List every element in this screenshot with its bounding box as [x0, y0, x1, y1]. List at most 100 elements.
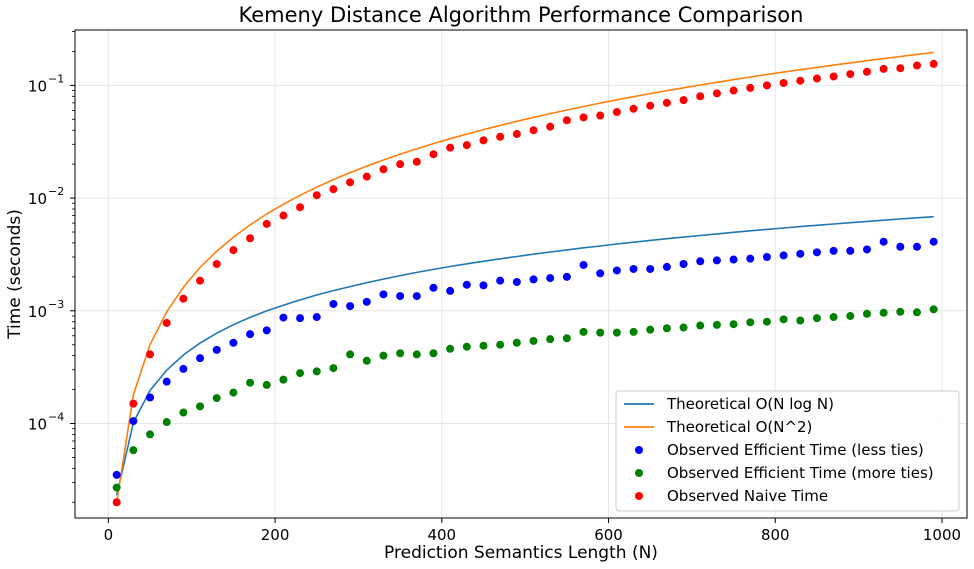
x-tick-label: 1000 [923, 526, 961, 544]
legend: Theoretical O(N log N) Theoretical O(N^2)… [615, 390, 960, 512]
series-3-point [829, 246, 838, 255]
series-3-point [862, 245, 871, 254]
series-5-point [296, 203, 305, 212]
series-5-point [546, 122, 555, 131]
series-4-point [646, 325, 655, 334]
series-4-point [896, 307, 905, 316]
series-3-point [629, 264, 638, 273]
series-3-point [679, 260, 688, 269]
series-5-point [862, 67, 871, 76]
series-4-point [662, 324, 671, 333]
series-5-point [146, 350, 155, 359]
legend-label: Theoretical O(N^2) [666, 418, 812, 436]
y-tick-label: 10 [28, 190, 47, 208]
series-4-point [379, 351, 388, 360]
series-3-point [846, 246, 855, 255]
y-tick-label-exponent: −3 [48, 298, 64, 311]
series-4-point [812, 314, 821, 323]
series-3-point [112, 470, 121, 479]
series-4-point [279, 375, 288, 384]
series-4-point [512, 338, 521, 347]
series-5-point [912, 61, 921, 70]
series-5-point [512, 130, 521, 139]
legend-marker-swatch [635, 469, 643, 477]
series-4-point [262, 380, 271, 389]
series-3-point [762, 253, 771, 262]
series-5-point [646, 101, 655, 110]
series-3-point [362, 297, 371, 306]
series-5-point [829, 72, 838, 81]
series-3-point [912, 242, 921, 251]
series-5-point [929, 59, 938, 68]
y-tick-label: 10 [28, 415, 47, 433]
series-4-point [346, 350, 355, 359]
series-4-point [412, 350, 421, 359]
legend-label: Observed Efficient Time (less ties) [667, 441, 924, 459]
series-3-point [812, 248, 821, 257]
series-3-point [162, 377, 171, 386]
series-4-point [329, 364, 338, 373]
series-3-point [512, 278, 521, 287]
series-3-point [746, 254, 755, 263]
series-3-point [146, 393, 155, 402]
series-3-point [712, 256, 721, 265]
series-5-point [596, 111, 605, 120]
series-3-point [496, 276, 505, 285]
legend-marker-swatch [635, 446, 643, 454]
series-4-point [862, 309, 871, 318]
series-3-point [896, 242, 905, 251]
series-5-point [662, 98, 671, 107]
series-5-point [812, 74, 821, 83]
series-5-point [112, 498, 121, 507]
series-4-point [796, 316, 805, 325]
legend-box [615, 390, 960, 512]
series-5-point [796, 76, 805, 85]
series-4-point [729, 320, 738, 329]
x-tick-label: 800 [761, 526, 790, 544]
legend-marker-swatch [635, 492, 643, 500]
series-5-point [696, 92, 705, 101]
y-axis-label: Time (seconds) [5, 209, 25, 340]
x-tick-label: 400 [427, 526, 456, 544]
series-4-point [929, 305, 938, 314]
series-5-point [762, 81, 771, 90]
series-5-point [612, 108, 621, 117]
series-5-point [729, 86, 738, 95]
series-5-point [712, 89, 721, 98]
series-4-point [246, 378, 255, 387]
series-4-point [212, 394, 221, 403]
series-5-point [162, 318, 171, 327]
series-3-point [179, 364, 188, 373]
y-tick-label: 10 [28, 77, 47, 95]
series-5-point [496, 132, 505, 141]
series-4-point [696, 321, 705, 330]
series-5-point [246, 234, 255, 243]
series-3-point [329, 299, 338, 308]
series-4-point [779, 315, 788, 324]
series-5-point [446, 143, 455, 152]
series-3-point [546, 274, 555, 283]
y-axis: 10−410−310−210−1 [28, 31, 75, 503]
series-5-point [629, 104, 638, 113]
series-5-point [379, 165, 388, 174]
series-4-point [579, 327, 588, 336]
series-3-point [412, 292, 421, 301]
series-3-point [396, 292, 405, 301]
plot-frame [74, 29, 968, 519]
series-5-point [362, 172, 371, 181]
series-3-point [229, 338, 238, 347]
series-4-point [179, 408, 188, 417]
series-4-point [296, 369, 305, 378]
series-3-point [196, 354, 205, 363]
x-axis: 0 200 400 600 800 1000 [104, 518, 961, 544]
series-4-point [362, 356, 371, 365]
series-4-point [129, 446, 138, 455]
x-tick-label: 0 [104, 526, 114, 544]
series-5-point [846, 70, 855, 79]
series-3-point [446, 286, 455, 295]
series-5-point [329, 185, 338, 194]
series-4-point [112, 483, 121, 492]
series-5-point [579, 113, 588, 122]
legend-label: Observed Naive Time [667, 487, 828, 505]
series-5-point [746, 83, 755, 92]
